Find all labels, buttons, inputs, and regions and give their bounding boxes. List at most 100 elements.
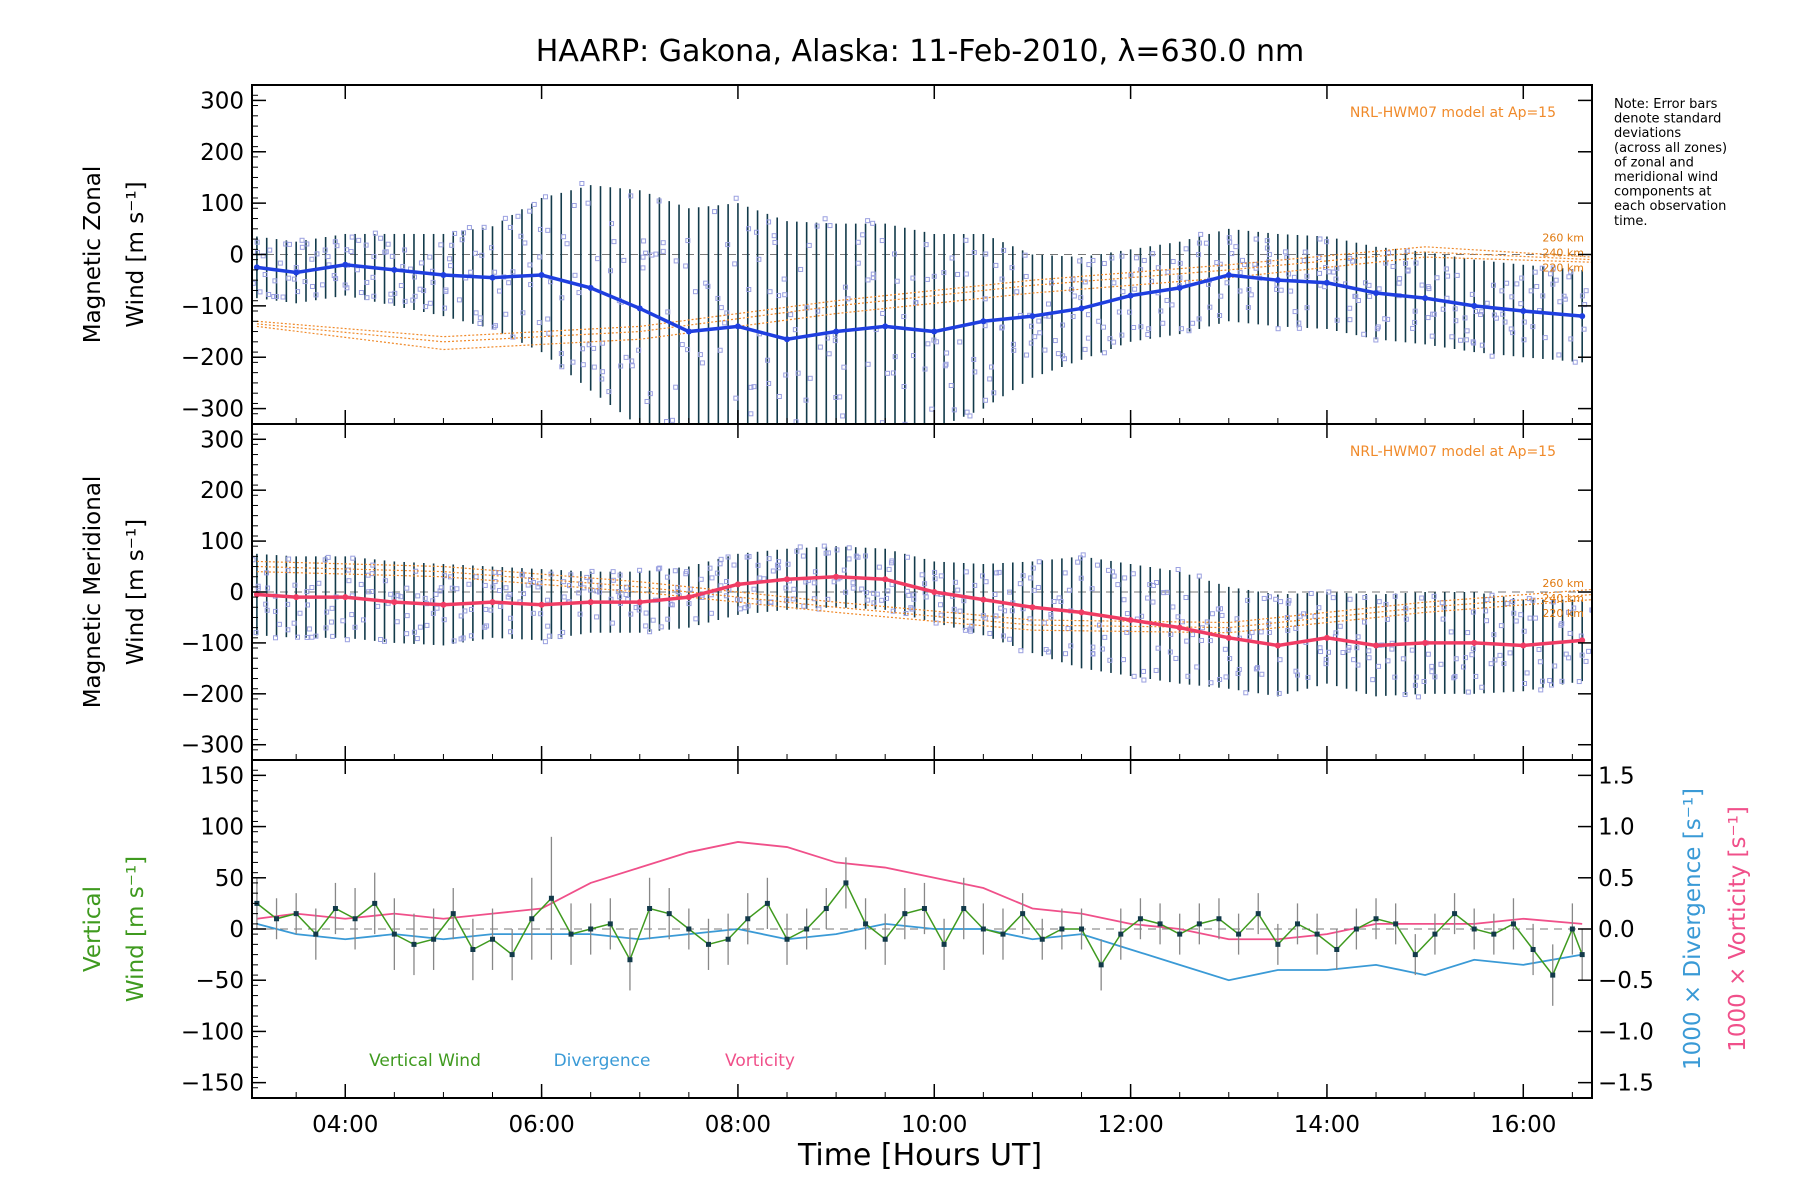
meridional-wind-point	[1323, 634, 1330, 641]
zone-wind-marker	[297, 610, 303, 616]
zone-wind-marker	[536, 320, 542, 326]
zone-wind-marker	[660, 248, 666, 254]
zone-wind-marker	[271, 294, 277, 300]
zone-wind-marker	[490, 584, 496, 590]
zone-wind-marker	[299, 244, 305, 250]
vertical-wind-point	[1471, 926, 1477, 932]
zone-wind-marker	[462, 608, 468, 614]
zone-wind-marker	[1504, 280, 1510, 286]
zone-wind-marker	[783, 372, 789, 378]
zone-wind-marker	[938, 602, 944, 608]
zone-wind-marker	[572, 272, 578, 278]
zone-wind-marker	[1510, 599, 1516, 605]
zone-wind-marker	[567, 583, 573, 589]
zone-wind-marker	[1115, 582, 1121, 588]
zone-wind-marker	[1119, 332, 1125, 338]
vertical-wind-point	[843, 880, 849, 886]
zone-wind-marker	[941, 270, 947, 276]
zone-wind-marker	[1183, 595, 1189, 601]
zone-wind-marker	[1449, 334, 1455, 340]
zone-wind-marker	[1242, 262, 1248, 268]
note-line: Note: Error bars	[1614, 97, 1718, 112]
zone-wind-marker	[325, 254, 331, 260]
zone-wind-marker	[1284, 254, 1290, 260]
zone-wind-marker	[776, 393, 782, 399]
zone-wind-marker	[801, 603, 807, 609]
zone-wind-marker	[1173, 655, 1179, 661]
zone-wind-marker	[1295, 672, 1301, 678]
zone-wind-marker	[748, 411, 754, 417]
zone-wind-marker	[1169, 302, 1175, 308]
zone-wind-marker	[1403, 616, 1409, 622]
note-line: time.	[1614, 214, 1648, 229]
zonal-wind-point	[1029, 313, 1036, 320]
zone-wind-marker	[492, 269, 498, 275]
zone-wind-marker	[1405, 267, 1411, 273]
zone-wind-marker	[265, 585, 271, 591]
meridional-wind-point	[1225, 634, 1232, 641]
zone-wind-marker	[886, 566, 892, 572]
zone-wind-marker	[863, 590, 869, 596]
zone-wind-marker	[1096, 318, 1102, 324]
zone-wind-marker	[1153, 667, 1159, 673]
zone-wind-marker	[1020, 573, 1026, 579]
vertical-wind-point	[1255, 911, 1261, 917]
zone-wind-marker	[715, 295, 721, 301]
data-layer: NRL-HWM07 model at Ap=15 260 km 240 km 220 …	[252, 105, 1592, 1071]
zone-wind-marker	[983, 579, 989, 585]
zone-wind-marker	[1547, 677, 1553, 683]
zone-wind-marker	[1266, 594, 1272, 600]
zone-wind-marker	[309, 256, 315, 262]
zone-wind-marker	[1559, 678, 1565, 684]
zone-wind-marker	[892, 354, 898, 360]
zone-wind-marker	[484, 623, 490, 629]
zone-wind-marker	[971, 250, 977, 256]
vertical-wind-point	[1177, 931, 1183, 937]
zone-wind-marker	[1492, 657, 1498, 663]
zone-wind-marker	[468, 269, 474, 275]
zone-wind-marker	[1175, 567, 1181, 573]
y-tick-label: −100	[181, 631, 244, 657]
zone-wind-marker	[1024, 352, 1030, 358]
zone-wind-marker	[1479, 309, 1485, 315]
zone-wind-marker	[522, 240, 528, 246]
zone-wind-marker	[1184, 638, 1190, 644]
zone-wind-marker	[1296, 325, 1302, 331]
zone-wind-marker	[528, 577, 534, 583]
vertical-wind-point	[1000, 931, 1006, 937]
model-curve	[256, 246, 1592, 338]
zone-wind-marker	[1035, 584, 1041, 590]
y2-tick-label: −1.5	[1598, 1071, 1654, 1097]
y-tick-label: −100	[181, 294, 244, 320]
zone-wind-marker	[911, 596, 917, 602]
zone-wind-marker	[1302, 249, 1308, 255]
zone-wind-marker	[1070, 276, 1076, 282]
y-tick-label: 200	[200, 140, 244, 166]
zone-wind-marker	[1042, 347, 1048, 353]
zone-wind-marker	[286, 556, 292, 562]
zone-wind-marker	[647, 629, 653, 635]
zone-wind-marker	[456, 297, 462, 303]
zone-wind-marker	[438, 242, 444, 248]
vertical-wind-point	[1491, 931, 1497, 937]
zone-wind-marker	[423, 304, 429, 310]
zone-wind-marker	[400, 264, 406, 270]
zone-wind-marker	[1037, 330, 1043, 336]
zone-wind-marker	[890, 370, 896, 376]
zone-wind-marker	[870, 220, 876, 226]
zone-wind-marker	[1373, 337, 1379, 343]
zone-wind-marker	[548, 279, 554, 285]
zone-wind-marker	[1122, 575, 1128, 581]
zone-wind-marker	[1530, 324, 1536, 330]
y-tick-label: −150	[181, 1071, 244, 1097]
zone-wind-marker	[951, 407, 957, 413]
zone-wind-marker	[1149, 278, 1155, 284]
zone-wind-marker	[1556, 352, 1562, 358]
y2-tick-label: 1.0	[1598, 815, 1635, 841]
zone-wind-marker	[1208, 680, 1214, 686]
zone-wind-marker	[742, 605, 748, 611]
zone-wind-marker	[865, 597, 871, 603]
zone-wind-marker	[885, 370, 891, 376]
zone-wind-marker	[999, 324, 1005, 330]
zone-wind-marker	[1367, 293, 1373, 299]
